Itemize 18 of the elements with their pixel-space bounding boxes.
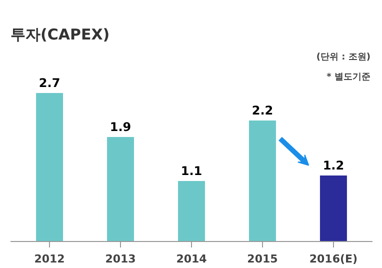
chart-title: 투자(CAPEX) bbox=[10, 26, 110, 44]
bar bbox=[320, 176, 347, 242]
x-tick-label: 2016(E) bbox=[309, 252, 358, 266]
data-label: 2.2 bbox=[252, 104, 274, 118]
x-tick-label: 2014 bbox=[176, 252, 208, 266]
x-tick-label: 2015 bbox=[247, 252, 278, 266]
data-label: 1.9 bbox=[110, 120, 132, 134]
data-label: 1.1 bbox=[180, 164, 202, 178]
bar bbox=[107, 137, 134, 242]
bar bbox=[178, 181, 205, 242]
bar bbox=[36, 93, 64, 242]
text: * 별도기준 bbox=[326, 72, 371, 82]
data-label: 2.7 bbox=[38, 76, 60, 90]
text: (단위 : 조원) bbox=[316, 52, 370, 62]
x-tick-label: 2013 bbox=[105, 252, 136, 266]
x-tick-label: 2012 bbox=[34, 252, 65, 266]
bar bbox=[248, 120, 276, 242]
data-label: 1.2 bbox=[322, 158, 344, 173]
